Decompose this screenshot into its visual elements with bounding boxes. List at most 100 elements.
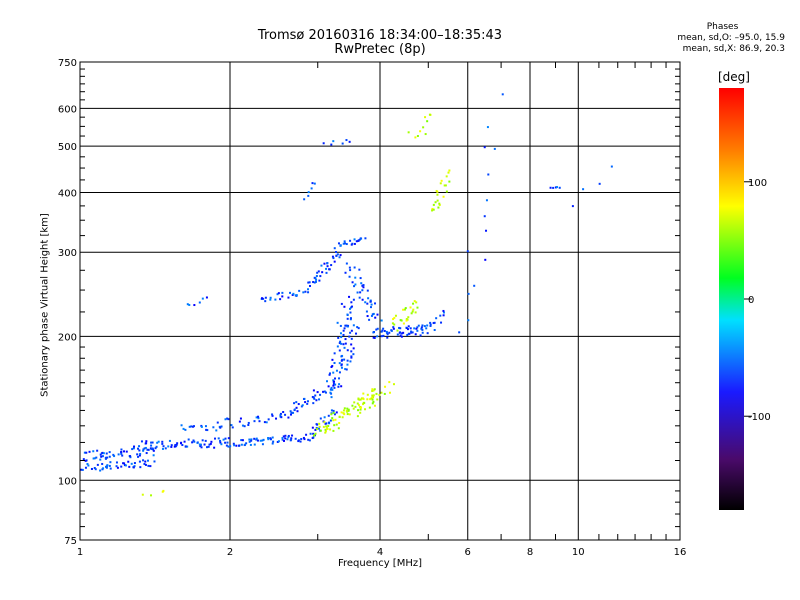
data-point-O (571, 205, 574, 208)
data-point-O (333, 413, 336, 416)
data-point-O (340, 355, 343, 358)
data-point-O (372, 336, 375, 339)
data-point-O (340, 366, 343, 369)
data-point-X (324, 428, 327, 431)
data-point-O (290, 437, 293, 440)
data-point-O (332, 384, 335, 387)
data-point-O (281, 438, 284, 441)
data-point-X (383, 392, 386, 395)
data-point-O (84, 466, 87, 469)
data-point-X (410, 312, 413, 315)
data-point-O (306, 400, 309, 403)
data-point-O (342, 242, 345, 245)
data-point-O (224, 441, 227, 444)
data-point-X (414, 136, 417, 139)
data-point-O (275, 417, 278, 420)
data-point-X (372, 389, 375, 392)
data-point-O (331, 358, 334, 361)
data-point-X (437, 206, 440, 209)
data-point-O (332, 379, 335, 382)
data-point-O (337, 385, 340, 388)
data-point-O (353, 266, 356, 269)
data-point-O (309, 284, 312, 287)
data-point-O (339, 332, 342, 335)
data-point-O (349, 317, 352, 320)
data-point-O (333, 260, 336, 263)
data-point-X (337, 427, 340, 430)
data-point-X (334, 418, 337, 421)
data-point-O (311, 182, 314, 185)
data-point-O (411, 331, 414, 334)
data-point-X (436, 193, 439, 196)
data-point-O (370, 303, 373, 306)
data-point-X (371, 402, 374, 405)
data-point-X (404, 307, 407, 310)
data-point-O (152, 454, 155, 457)
data-point-O (399, 327, 402, 330)
data-point-O (193, 440, 196, 443)
data-point-O (260, 297, 263, 300)
data-point-O (333, 361, 336, 364)
data-point-X (327, 425, 330, 428)
data-point-O (272, 440, 275, 443)
data-point-O (348, 140, 351, 143)
data-point-O (147, 464, 150, 467)
data-point-O (139, 452, 142, 455)
data-point-O (358, 296, 361, 299)
data-point-O (406, 333, 409, 336)
data-point-O (108, 455, 111, 458)
data-point-O (329, 419, 332, 422)
data-point-X (368, 406, 371, 409)
data-point-O (392, 326, 395, 329)
data-point-O (409, 327, 412, 330)
data-point-O (343, 346, 346, 349)
data-point-O (226, 417, 229, 420)
data-point-O (204, 439, 207, 442)
data-point-O (253, 443, 256, 446)
data-point-O (413, 327, 416, 330)
data-point-X (428, 113, 431, 116)
data-point-O (346, 363, 349, 366)
data-point-O (319, 393, 322, 396)
data-point-O (271, 414, 274, 417)
data-point-O (352, 347, 355, 350)
data-point-O (198, 443, 201, 446)
data-point-O (203, 443, 206, 446)
data-point-O (155, 445, 158, 448)
data-point-O (132, 466, 135, 469)
data-point-O (331, 364, 334, 367)
data-point-O (143, 462, 146, 465)
data-point-O (398, 331, 401, 334)
data-point-O (380, 319, 383, 322)
data-point-X (431, 209, 434, 212)
data-point-O (284, 437, 287, 440)
data-point-O (335, 251, 338, 254)
data-point-O (339, 244, 342, 247)
data-point-O (238, 444, 241, 447)
data-point-O (173, 445, 176, 448)
data-point-O (150, 444, 153, 447)
data-point-O (405, 327, 408, 330)
data-point-O (319, 417, 322, 420)
data-point-O (265, 421, 268, 424)
data-point-O (99, 469, 102, 472)
data-point-X (372, 394, 375, 397)
data-point-O (339, 324, 342, 327)
data-point-O (271, 413, 274, 416)
data-point-X (345, 409, 348, 412)
data-point-O (133, 445, 136, 448)
data-point-O (199, 445, 202, 448)
data-point-O (315, 423, 318, 426)
data-point-O (372, 312, 375, 315)
data-point-O (369, 300, 372, 303)
data-point-O (440, 321, 443, 324)
data-point-O (138, 460, 141, 463)
data-point-O (291, 434, 294, 437)
data-point-O (303, 438, 306, 441)
data-point-O (420, 327, 423, 330)
data-point-X (393, 323, 396, 326)
data-point-X (373, 404, 376, 407)
data-point-O (345, 262, 348, 265)
data-point-O (355, 240, 358, 243)
data-point-O (302, 436, 305, 439)
